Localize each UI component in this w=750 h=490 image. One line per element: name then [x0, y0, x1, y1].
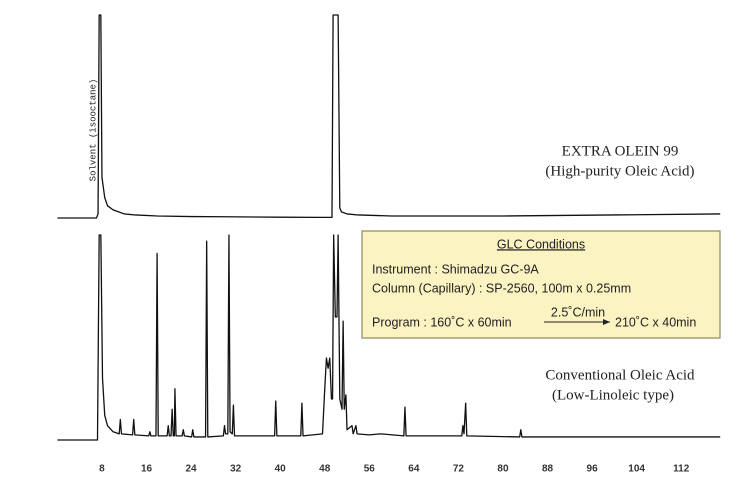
x-tick-label: 24 [186, 464, 198, 475]
trace-sublabel: (High-purity Oleic Acid) [545, 163, 694, 179]
glc-instrument: Instrument : Shimadzu GC-9A [372, 262, 539, 276]
solvent-annotation: Solvent (isooctane) [88, 79, 98, 182]
x-tick-label: 56 [364, 464, 376, 475]
glc-rate: 2.5˚C/min [551, 305, 605, 319]
x-tick-label: 64 [408, 464, 420, 475]
x-tick-label: 88 [542, 464, 554, 475]
glc-box: GLC Conditions Instrument : Shimadzu GC-… [361, 230, 721, 339]
glc-final: 210˚C x 40min [615, 315, 696, 329]
x-tick-label: 80 [497, 464, 509, 475]
x-tick-label: 8 [99, 464, 105, 475]
trace [57, 14, 721, 219]
trace-label: EXTRA OLEIN 99 [562, 143, 679, 159]
x-tick-label: 16 [141, 464, 153, 475]
x-tick-label: 96 [587, 464, 599, 475]
x-tick-label: 104 [628, 464, 645, 475]
x-tick-label: 72 [453, 464, 465, 475]
glc-program: Program : 160˚C x 60min [372, 315, 512, 329]
trace-label: Conventional Oleic Acid [545, 367, 695, 383]
glc-column: Column (Capillary) : SP-2560, 100m x 0.2… [372, 281, 631, 295]
x-tick-label: 48 [319, 464, 331, 475]
trace [57, 234, 721, 441]
trace-sublabel: (Low-Linoleic type) [552, 387, 674, 403]
glc-title: GLC Conditions [497, 237, 585, 251]
x-tick-label: 32 [230, 464, 242, 475]
glc-arrowhead [603, 319, 610, 325]
x-tick-label: 40 [275, 464, 287, 475]
glc-box-bg [361, 230, 721, 339]
x-tick-label: 112 [673, 464, 690, 475]
